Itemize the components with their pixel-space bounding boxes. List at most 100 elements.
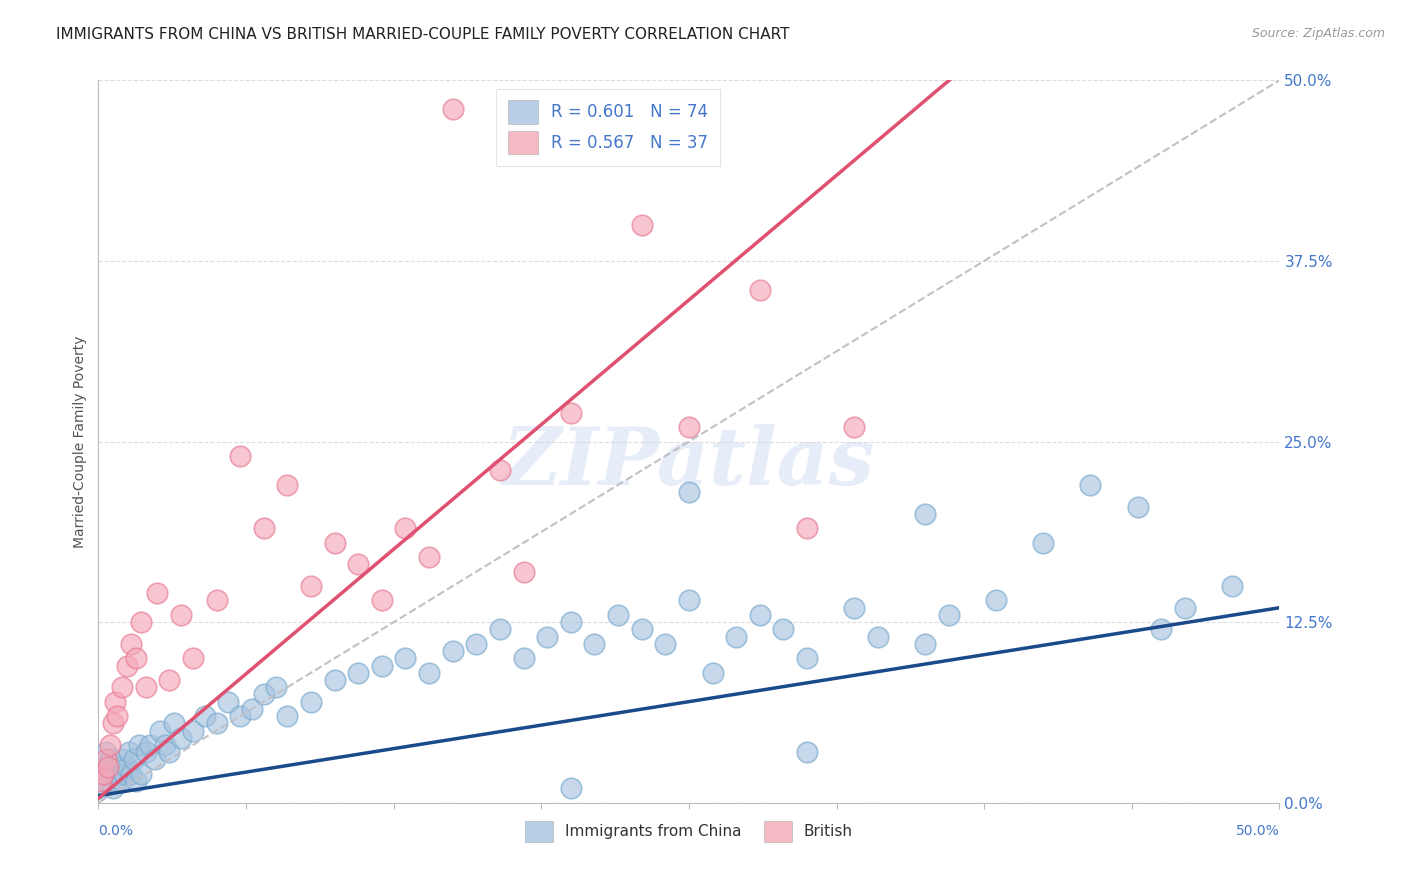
Point xyxy=(1174,600,1197,615)
Point xyxy=(194,709,217,723)
Point xyxy=(536,630,558,644)
Point xyxy=(229,709,252,723)
Point xyxy=(108,760,131,774)
Point xyxy=(1032,535,1054,549)
Point xyxy=(205,593,228,607)
Point xyxy=(112,767,135,781)
Point xyxy=(253,521,276,535)
Point xyxy=(129,615,152,630)
Point xyxy=(583,637,606,651)
Point xyxy=(104,695,127,709)
Point xyxy=(465,637,488,651)
Point xyxy=(678,593,700,607)
Point xyxy=(170,731,193,745)
Point xyxy=(146,586,169,600)
Point xyxy=(725,630,748,644)
Point xyxy=(371,593,394,607)
Point xyxy=(91,760,114,774)
Point xyxy=(607,607,630,622)
Point xyxy=(796,521,818,535)
Point xyxy=(205,716,228,731)
Point xyxy=(129,767,152,781)
Point xyxy=(441,644,464,658)
Point xyxy=(1080,478,1102,492)
Point xyxy=(371,658,394,673)
Point xyxy=(418,550,440,565)
Point xyxy=(276,709,298,723)
Text: 0.0%: 0.0% xyxy=(98,824,134,838)
Point xyxy=(181,651,204,665)
Point xyxy=(394,651,416,665)
Point xyxy=(101,716,124,731)
Point xyxy=(94,745,117,759)
Point xyxy=(157,673,180,687)
Point xyxy=(323,673,346,687)
Point xyxy=(97,760,120,774)
Point xyxy=(181,723,204,738)
Point xyxy=(984,593,1007,607)
Y-axis label: Married-Couple Family Poverty: Married-Couple Family Poverty xyxy=(73,335,87,548)
Text: ZIPatlas: ZIPatlas xyxy=(503,425,875,502)
Point xyxy=(1220,579,1243,593)
Point xyxy=(253,687,276,701)
Text: IMMIGRANTS FROM CHINA VS BRITISH MARRIED-COUPLE FAMILY POVERTY CORRELATION CHART: IMMIGRANTS FROM CHINA VS BRITISH MARRIED… xyxy=(56,27,790,42)
Point xyxy=(1126,500,1149,514)
Point xyxy=(441,102,464,116)
Point xyxy=(105,774,128,789)
Point xyxy=(560,615,582,630)
Point xyxy=(157,745,180,759)
Point xyxy=(276,478,298,492)
Point xyxy=(143,752,166,766)
Point xyxy=(914,637,936,651)
Point xyxy=(914,507,936,521)
Point xyxy=(128,738,150,752)
Point xyxy=(94,774,117,789)
Point xyxy=(121,637,143,651)
Point xyxy=(866,630,889,644)
Point xyxy=(299,695,322,709)
Point xyxy=(139,738,162,752)
Point xyxy=(217,695,239,709)
Point xyxy=(98,738,121,752)
Point xyxy=(512,651,534,665)
Point xyxy=(125,651,148,665)
Point xyxy=(844,600,866,615)
Point xyxy=(489,463,512,477)
Point xyxy=(630,623,652,637)
Point xyxy=(91,767,114,781)
Point xyxy=(560,406,582,420)
Point xyxy=(678,485,700,500)
Point xyxy=(394,521,416,535)
Point xyxy=(264,680,287,694)
Point xyxy=(323,535,346,549)
Point xyxy=(772,623,794,637)
Point xyxy=(938,607,960,622)
Point xyxy=(90,774,112,789)
Point xyxy=(121,767,143,781)
Point xyxy=(678,420,700,434)
Point xyxy=(111,774,134,789)
Point xyxy=(229,449,252,463)
Point xyxy=(170,607,193,622)
Point xyxy=(748,607,770,622)
Point xyxy=(489,623,512,637)
Point xyxy=(796,745,818,759)
Point xyxy=(135,680,157,694)
Point xyxy=(104,767,127,781)
Point xyxy=(1150,623,1173,637)
Point xyxy=(240,702,263,716)
Point xyxy=(163,716,186,731)
Point xyxy=(153,738,176,752)
Point xyxy=(118,745,141,759)
Point xyxy=(512,565,534,579)
Point xyxy=(748,283,770,297)
Point xyxy=(702,665,724,680)
Point xyxy=(149,723,172,738)
Point xyxy=(115,658,138,673)
Legend: Immigrants from China, British: Immigrants from China, British xyxy=(515,810,863,853)
Point xyxy=(90,781,112,796)
Point xyxy=(135,745,157,759)
Point xyxy=(299,579,322,593)
Point xyxy=(115,760,138,774)
Point xyxy=(101,781,124,796)
